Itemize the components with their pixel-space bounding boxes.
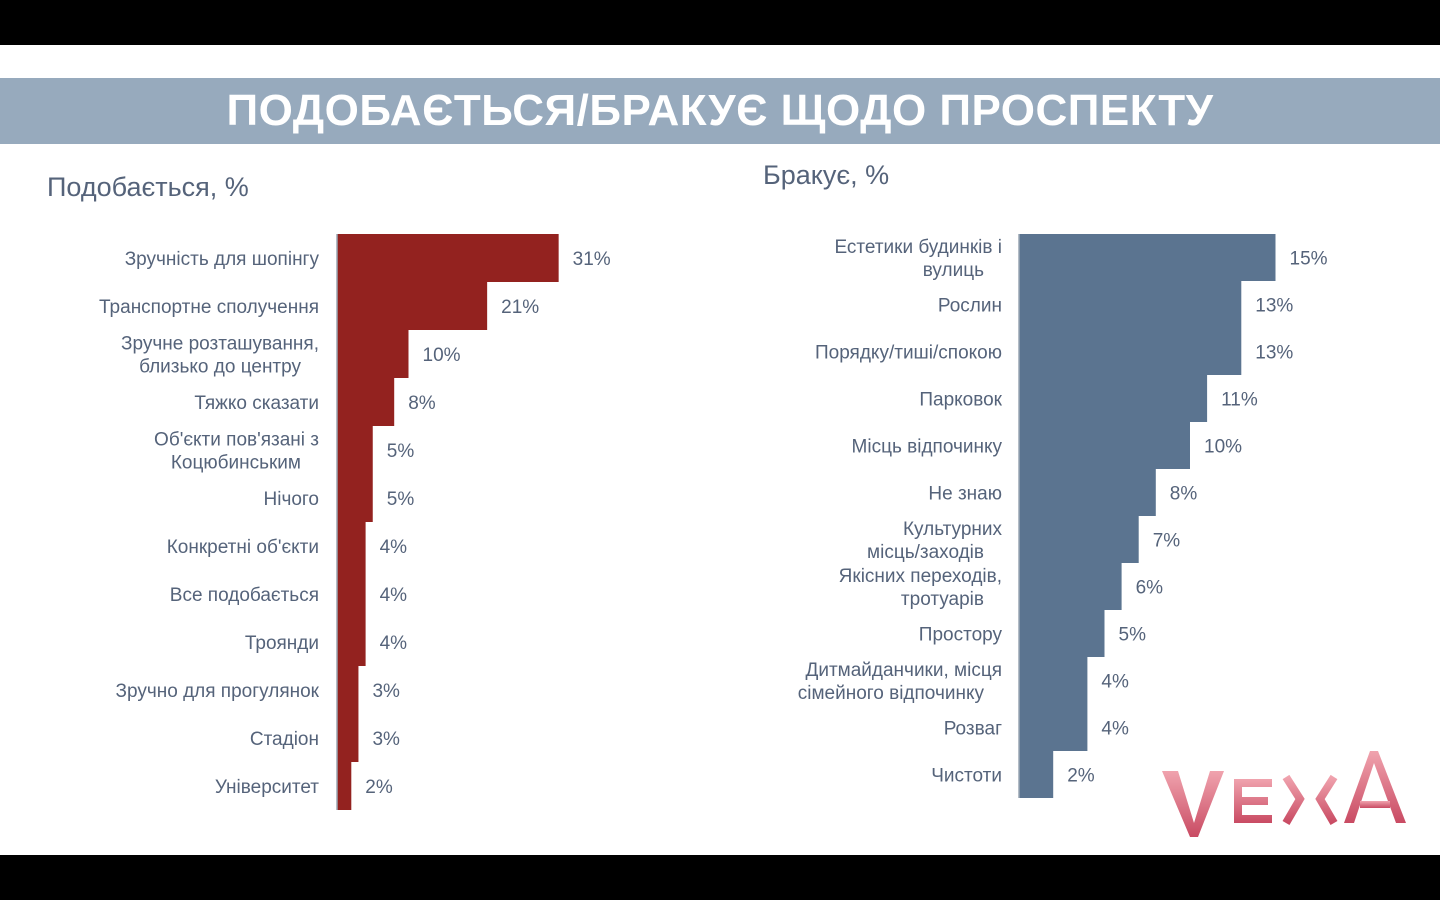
slide: ПОДОБАЄТЬСЯ/БРАКУЄ ЩОДО ПРОСПЕКТУ Подоба… — [0, 45, 1440, 855]
like-bar — [337, 522, 366, 570]
like-bar — [337, 714, 359, 762]
lack-value-label: 2% — [1067, 766, 1095, 787]
like-bar — [337, 474, 373, 522]
lack-category-label: Культурних місць/заходів — [867, 519, 1002, 563]
like-value-label: 5% — [387, 441, 415, 462]
lack-chart-title: Бракує, % — [763, 160, 890, 190]
lack-bar — [1019, 657, 1088, 704]
like-bar — [337, 378, 395, 426]
like-value-label: 8% — [408, 393, 436, 414]
lack-value-label: 13% — [1255, 296, 1293, 317]
like-value-label: 10% — [423, 345, 461, 366]
title-banner: ПОДОБАЄТЬСЯ/БРАКУЄ ЩОДО ПРОСПЕКТУ — [0, 78, 1440, 144]
like-category-label: Тяжко сказати — [194, 393, 319, 414]
like-bar — [337, 570, 366, 618]
lack-category-label: Не знаю — [928, 484, 1002, 505]
like-category-label: Все подобається — [170, 585, 319, 606]
like-category-label: Зручне розташування, близько до центру — [121, 334, 319, 378]
like-value-label: 4% — [380, 537, 408, 558]
lack-bar — [1019, 375, 1208, 422]
like-bar — [337, 426, 373, 474]
vezha-logo — [1160, 745, 1420, 850]
like-category-label: Зручність для шопінгу — [125, 249, 320, 270]
lack-category-label: Порядку/тиші/спокою — [815, 343, 1002, 364]
like-value-label: 4% — [380, 585, 408, 606]
like-category-label: Нічого — [264, 489, 320, 510]
lack-value-label: 6% — [1136, 578, 1164, 599]
lack-category-label: Розваг — [944, 719, 1002, 740]
like-category-label: Троянди — [245, 633, 319, 654]
like-bar — [337, 618, 366, 666]
like-bar — [337, 330, 409, 378]
like-category-label: Зручно для прогулянок — [116, 681, 320, 702]
like-bar — [337, 234, 559, 282]
like-value-label: 3% — [372, 681, 400, 702]
bar-charts: 31% Зручність для шопінгу 21% Транспортне с… — [99, 234, 1328, 810]
like-category-label: Конкретні об'єкти — [167, 537, 319, 558]
slide-title: ПОДОБАЄТЬСЯ/БРАКУЄ ЩОДО ПРОСПЕКТУ — [226, 86, 1214, 135]
lack-bar — [1019, 281, 1242, 328]
lack-value-label: 10% — [1204, 437, 1242, 458]
like-value-label: 21% — [501, 297, 539, 318]
like-category-label: Транспортне сполучення — [99, 297, 319, 318]
lack-value-label: 15% — [1290, 249, 1328, 270]
like-bar — [337, 762, 352, 810]
lack-value-label: 5% — [1119, 625, 1147, 646]
lack-bar — [1019, 704, 1088, 751]
lack-category-label: Місць відпочинку — [852, 437, 1003, 458]
lack-value-label: 8% — [1170, 484, 1198, 505]
lack-category-label: Чистоти — [931, 766, 1002, 787]
lack-category-label: Парковок — [919, 390, 1002, 411]
like-bar — [337, 282, 488, 330]
like-value-label: 5% — [387, 489, 415, 510]
lack-bar — [1019, 751, 1054, 798]
lack-bar — [1019, 328, 1242, 375]
lack-category-label: Дитмайданчики, місця сімейного відпочинку — [798, 660, 1002, 704]
lack-value-label: 7% — [1153, 531, 1181, 552]
lack-value-label: 11% — [1221, 390, 1258, 411]
lack-value-label: 4% — [1101, 672, 1129, 693]
lack-bar — [1019, 469, 1156, 516]
lack-bar — [1019, 516, 1139, 563]
lack-value-label: 13% — [1255, 343, 1293, 364]
lack-bar — [1019, 234, 1276, 281]
lack-bar — [1019, 610, 1105, 657]
lack-bar — [1019, 422, 1190, 469]
lack-category-label: Простору — [919, 625, 1003, 646]
brand-logo-mark — [1162, 751, 1406, 837]
like-category-label: Стадіон — [250, 729, 319, 750]
like-category-label: Університет — [215, 777, 319, 798]
lack-category-label: Естетики будинків і вулиць — [834, 237, 1002, 281]
like-value-label: 4% — [380, 633, 408, 654]
like-value-label: 2% — [365, 777, 393, 798]
lack-bar — [1019, 563, 1122, 610]
like-bar — [337, 666, 359, 714]
lack-value-label: 4% — [1101, 719, 1129, 740]
like-value-label: 3% — [372, 729, 400, 750]
like-category-label: Об'єкти пов'язані з Коцюбинським — [154, 430, 319, 474]
lack-category-label: Рослин — [938, 296, 1002, 317]
lack-category-label: Якісних переходів, тротуарів — [839, 566, 1002, 610]
like-value-label: 31% — [573, 249, 611, 270]
like-chart-title: Подобається, % — [47, 172, 249, 202]
